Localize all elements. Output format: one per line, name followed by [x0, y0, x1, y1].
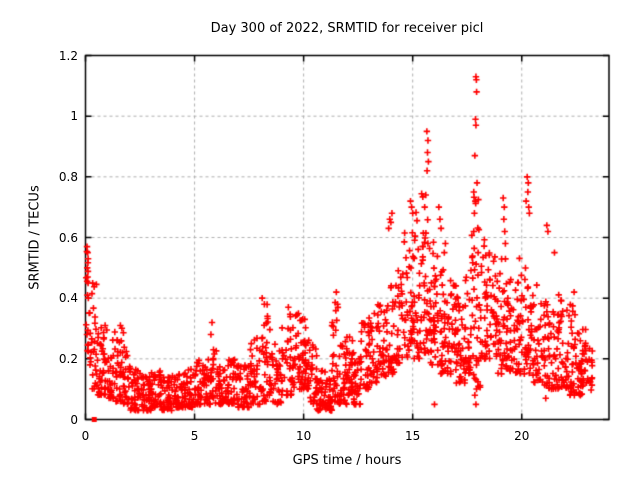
x-tick-label: 15 [405, 429, 421, 443]
x-tick-label: 10 [295, 429, 312, 443]
y-tick-label: 1 [70, 109, 78, 124]
y-tick-label: 0.2 [58, 351, 78, 366]
x-tick-label: 5 [190, 429, 199, 443]
x-axis-label: GPS time / hours [292, 453, 402, 468]
x-tick-label: 0 [81, 429, 90, 443]
y-tick-label: 1.2 [58, 48, 78, 63]
y-tick-label: 0.6 [58, 230, 78, 245]
y-tick-label: 0.8 [58, 169, 78, 184]
y-tick-label: 0.4 [58, 291, 78, 306]
chart-title: Day 300 of 2022, SRMTID for receiver pic… [210, 21, 484, 36]
y-tick-label: 0 [70, 412, 78, 427]
x-tick-label: 20 [514, 429, 530, 443]
